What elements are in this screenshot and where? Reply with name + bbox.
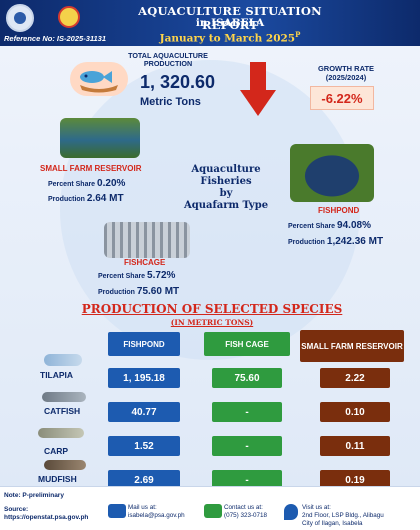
cell-carp-reservoir: 0.11 <box>320 436 390 456</box>
fish-basket-icon <box>70 62 128 96</box>
cell-mudfish-fishcage: - <box>212 470 282 490</box>
cell-catfish-reservoir: 0.10 <box>320 402 390 422</box>
tilapia-icon <box>44 354 82 366</box>
column-header-fishpond: FISHPOND <box>108 332 180 356</box>
decorative-circle <box>60 60 360 360</box>
total-production-label: TOTAL AQUACULTURE PRODUCTION <box>128 51 208 68</box>
cell-mudfish-fishpond: 2.69 <box>108 470 180 490</box>
cell-carp-fishcage: - <box>212 436 282 456</box>
fishcage-share: Percent Share 5.72% <box>98 270 176 281</box>
reservoir-share: Percent Share 0.20% <box>48 178 126 189</box>
phone-contact[interactable]: Contact us at: (075) 323-0718 <box>224 504 268 519</box>
cell-tilapia-fishpond: 1, 195.18 <box>108 368 180 388</box>
psa-logo <box>6 4 34 32</box>
reservoir-name: SMALL FARM RESERVOIR <box>40 164 142 173</box>
preliminary-note: Note: P-preliminary <box>4 492 64 499</box>
report-province: in ISABELA <box>195 17 265 29</box>
carp-icon <box>38 428 84 438</box>
total-production-value: 1, 320.60 <box>140 72 216 92</box>
cell-catfish-fishcage: - <box>212 402 282 422</box>
source-link[interactable]: https://openstat.psa.gov.ph <box>4 514 89 521</box>
fishcage-production: Production 75.60 MT <box>98 286 180 297</box>
reference-number: Reference No: IS-2025-31131 <box>4 34 106 43</box>
column-header-reservoir: SMALL FARM RESERVOIR <box>300 330 404 362</box>
fishpond-production: Production 1,242.36 MT <box>288 236 384 247</box>
mail-contact[interactable]: Mail us at: isabela@psa.gov.ph <box>128 504 185 519</box>
down-arrow-icon <box>240 62 276 116</box>
report-title: AQUACULTURE SITUATION REPORT <box>138 4 322 32</box>
growth-rate-label: GROWTH RATE (2025/2024) <box>317 64 375 82</box>
catfish-icon <box>42 392 86 402</box>
phone-icon <box>204 504 222 518</box>
mudfish-icon <box>44 460 86 470</box>
fishpond-name: FISHPOND <box>318 206 360 215</box>
species-section-title: PRODUCTION OF SELECTED SPECIES <box>81 302 343 316</box>
report-period: January to March 2025P <box>159 30 301 45</box>
source-info: Source: https://openstat.psa.gov.ph <box>4 506 89 521</box>
location-pin-icon <box>284 504 298 520</box>
total-production-unit: Metric Tons <box>140 96 201 108</box>
fishcage-photo <box>104 222 190 258</box>
row-label-catfish: CATFISH <box>44 406 81 416</box>
column-header-fishcage: FISH CAGE <box>204 332 290 356</box>
reservoir-production: Production 2.64 MT <box>48 193 124 204</box>
header-bar: AQUACULTURE SITUATION REPORT in ISABELA … <box>0 0 420 46</box>
cell-tilapia-reservoir: 2.22 <box>320 368 390 388</box>
mail-icon <box>108 504 126 518</box>
address-contact: Visit us at: 2nd Floor, LSP Bldg., Aliba… <box>302 504 384 527</box>
row-label-carp: CARP <box>44 446 69 456</box>
fishcage-name: FISHCAGE <box>124 258 166 267</box>
center-title: Aquaculture Fisheries by Aquafarm Type <box>183 164 269 211</box>
row-label-tilapia: TILAPIA <box>40 370 74 380</box>
bagong-pilipinas-logo <box>58 6 80 28</box>
cell-mudfish-reservoir: 0.19 <box>320 470 390 490</box>
cell-carp-fishpond: 1.52 <box>108 436 180 456</box>
cell-catfish-fishpond: 40.77 <box>108 402 180 422</box>
fishpond-photo <box>290 144 374 202</box>
cell-tilapia-fishcage: 75.60 <box>212 368 282 388</box>
growth-rate-value: -6.22% <box>310 86 374 110</box>
fishpond-share: Percent Share 94.08% <box>288 220 371 231</box>
reservoir-photo <box>60 118 140 158</box>
species-section-subtitle: (IN METRIC TONS) <box>170 318 254 327</box>
row-label-mudfish: MUDFISH <box>38 474 77 484</box>
